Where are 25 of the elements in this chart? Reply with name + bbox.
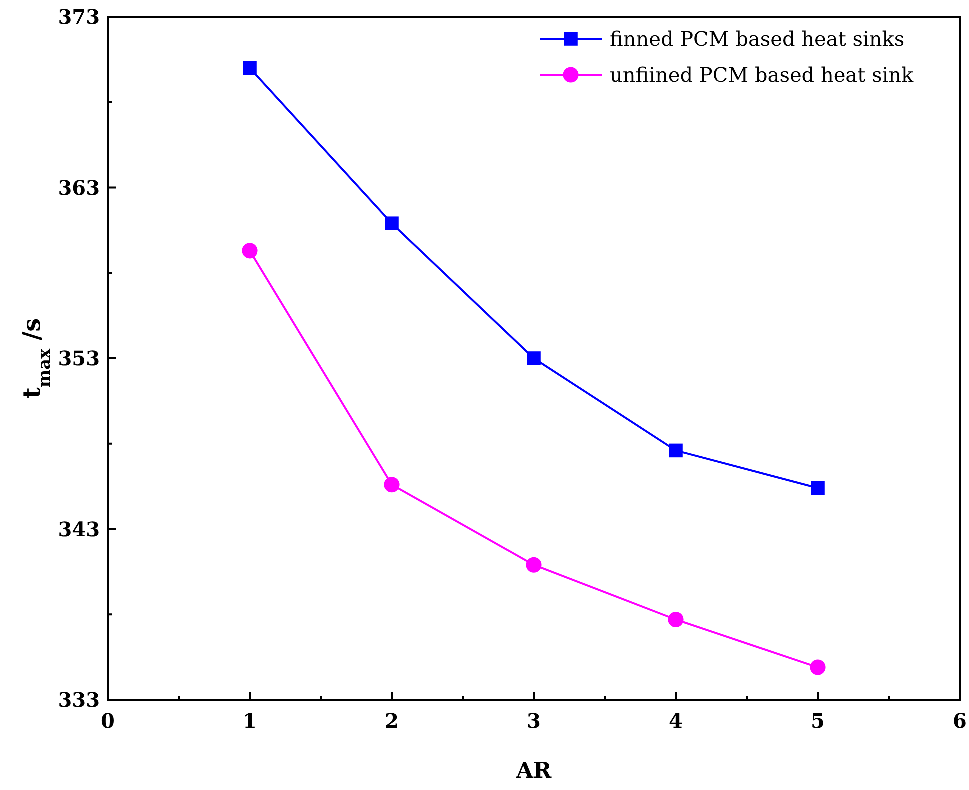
x-tick-label: 4 <box>669 709 684 733</box>
point <box>811 481 825 496</box>
x-tick-label: 2 <box>385 709 399 733</box>
point <box>668 612 684 628</box>
x-tick-label: 6 <box>953 709 967 733</box>
x-tick-label: 3 <box>527 709 541 733</box>
point <box>243 61 257 76</box>
y-tick-label: 333 <box>58 688 100 712</box>
point <box>385 216 399 230</box>
y-tick-label: 343 <box>58 517 100 542</box>
point <box>810 660 826 676</box>
x-tick-label: 0 <box>101 709 115 733</box>
point <box>526 557 542 573</box>
y-tick-label: 373 <box>58 5 100 29</box>
y-tick-label: 353 <box>58 346 100 370</box>
y-tick-label: 363 <box>58 176 100 200</box>
legend-label: unfiined PCM based heat sink <box>610 63 915 87</box>
x-axis-title: AR <box>515 758 552 784</box>
point <box>669 444 683 458</box>
point <box>242 243 258 259</box>
legend-label: finned PCM based heat sinks <box>610 27 905 51</box>
point <box>384 477 400 493</box>
x-tick-label: 5 <box>811 709 825 733</box>
point <box>527 352 541 366</box>
x-tick-label: 1 <box>243 709 257 733</box>
